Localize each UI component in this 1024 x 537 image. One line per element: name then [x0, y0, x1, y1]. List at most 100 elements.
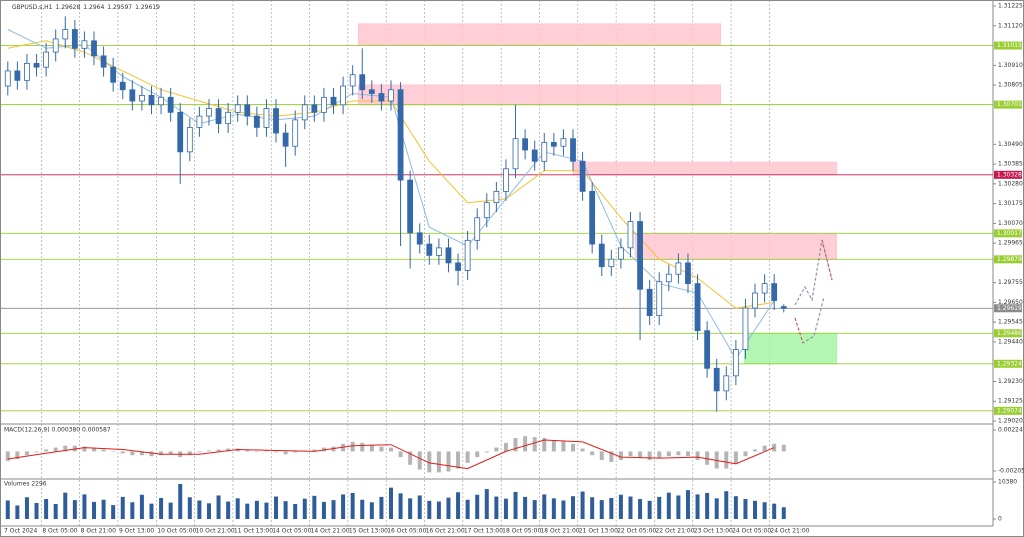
volume-bar — [743, 499, 748, 519]
candle-body — [148, 94, 155, 106]
volume-bar — [647, 500, 652, 519]
forecast-down — [821, 239, 833, 281]
volume-bar — [618, 494, 623, 519]
candle-body — [253, 115, 260, 128]
volume-bar — [465, 499, 470, 519]
volume-bar — [638, 499, 643, 519]
volume-bar — [571, 496, 576, 519]
x-tick-label: 16 Oct 21:00 — [426, 528, 465, 535]
volume-bar — [254, 500, 259, 519]
macd-bar — [34, 451, 39, 453]
y-tick-label: 1.31120 — [998, 22, 1023, 29]
candle-body — [139, 94, 145, 102]
volume-bar — [226, 501, 231, 519]
candle-body — [646, 288, 653, 317]
volume-bar — [532, 500, 537, 519]
candle-body — [234, 104, 241, 113]
macd-bar — [283, 451, 288, 455]
candle-body — [301, 104, 308, 121]
x-tick-label: 10 Oct 21:00 — [196, 528, 235, 535]
macd-bar — [733, 451, 738, 464]
candle-body — [33, 63, 40, 68]
volume-bar — [475, 494, 480, 519]
candle-body — [464, 239, 471, 271]
volume-bar — [245, 503, 250, 519]
volume-bar — [82, 494, 87, 519]
x-tick-label: 16 Oct 05:00 — [387, 528, 426, 535]
candle-body — [771, 283, 778, 301]
volume-bar — [628, 496, 633, 519]
volume-bar — [762, 502, 767, 519]
level-label: 1.31015 — [997, 42, 1022, 49]
macd-bar — [513, 438, 518, 452]
macd-bar — [293, 451, 298, 453]
volume-bar — [369, 502, 374, 519]
volume-bar — [360, 499, 365, 519]
volume-bar — [264, 502, 269, 519]
level-label-bg — [994, 255, 1022, 264]
title-part: 1.29619 — [135, 4, 160, 11]
volume-bar — [714, 498, 719, 519]
macd-bar — [446, 451, 451, 472]
macd-bar — [111, 451, 116, 452]
volume-bar — [657, 496, 662, 519]
macd-bar — [580, 448, 585, 452]
macd-bar — [168, 451, 173, 455]
volume-bar — [92, 501, 97, 519]
macd-bar — [657, 451, 662, 459]
macd-bar — [92, 447, 97, 452]
volume-bar — [427, 500, 432, 519]
candle-body — [24, 63, 30, 81]
volume-bar — [283, 501, 288, 519]
macd-bar — [542, 438, 547, 452]
macd-bar — [743, 451, 748, 457]
zone — [357, 23, 722, 46]
volume-bar — [139, 494, 144, 519]
volume-bar — [676, 495, 681, 519]
macd-bar — [609, 451, 614, 462]
candle-body — [119, 81, 126, 91]
candle-body — [761, 283, 768, 294]
candle-body — [435, 247, 442, 256]
candle-body — [694, 283, 701, 332]
x-tick-label: 21 Oct 13:00 — [579, 528, 618, 535]
level-label: 1.29619 — [997, 305, 1022, 312]
y-tick-label: 1.29020 — [998, 418, 1023, 425]
macd-bar — [571, 443, 576, 452]
candle-body — [579, 160, 586, 192]
volume-bar — [666, 492, 671, 519]
zone — [634, 232, 837, 260]
macd-bar — [753, 449, 758, 452]
y-tick-label: 1.30910 — [998, 62, 1023, 69]
candle-body — [713, 367, 720, 392]
macd-bar — [705, 451, 710, 465]
volume-bar — [63, 492, 68, 519]
candle-body — [129, 89, 136, 102]
x-tick-label: 15 Oct 13:00 — [349, 528, 388, 535]
candle-body — [407, 179, 414, 234]
macd-bar — [618, 451, 623, 460]
candle-body — [493, 190, 500, 204]
candle-body — [780, 306, 787, 309]
macd-bar — [456, 451, 461, 469]
volume-bar — [456, 492, 461, 519]
level-label-bg — [994, 100, 1022, 109]
y-tick-label: 1.30490 — [998, 141, 1023, 148]
zone — [357, 84, 722, 106]
candle-body — [685, 262, 691, 285]
macd-bar — [417, 451, 422, 470]
y-tick-label: 1.30280 — [998, 180, 1023, 187]
title-part: 1.29628 — [55, 4, 80, 11]
macd-bar — [53, 447, 58, 452]
candle-body — [196, 115, 203, 128]
volume-bar — [5, 500, 10, 519]
volume-bar — [753, 500, 758, 519]
candle-body — [608, 258, 615, 268]
volume-bar — [542, 494, 547, 519]
level-label: 1.29879 — [997, 256, 1022, 263]
candle-body — [110, 66, 117, 83]
volume-bar — [724, 491, 729, 519]
x-tick-label: 10 Oct 05:00 — [157, 528, 196, 535]
macd-bar — [24, 451, 29, 456]
volume-bar — [72, 500, 77, 519]
